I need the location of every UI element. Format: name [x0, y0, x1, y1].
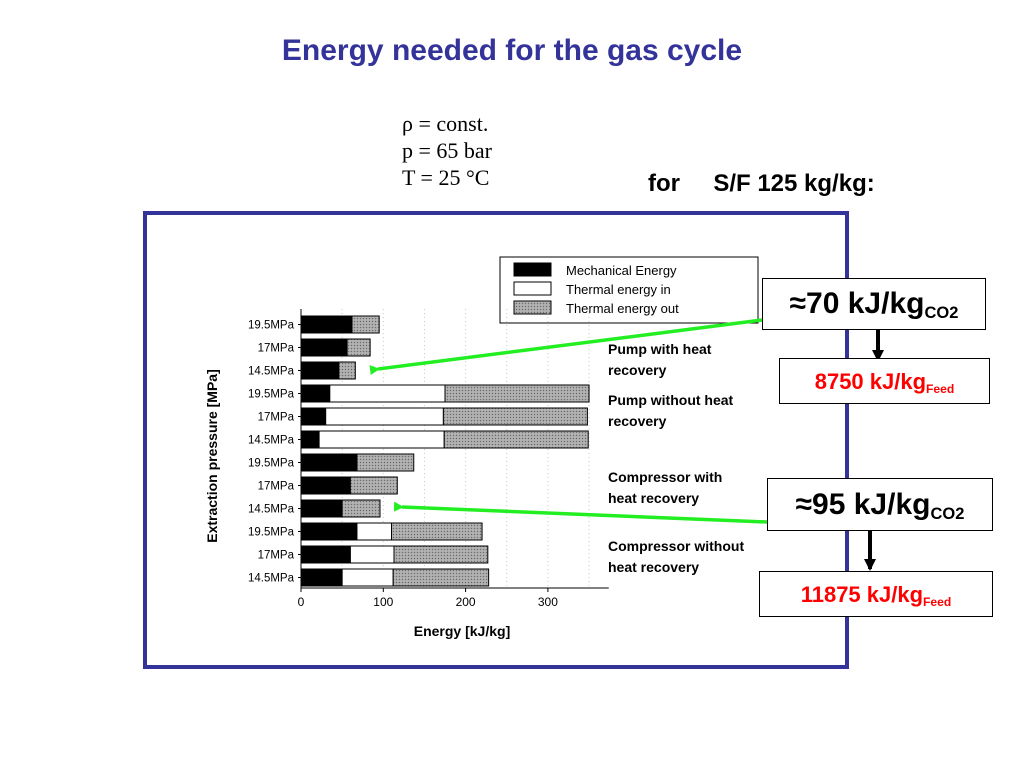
- bar-segment: [444, 384, 590, 403]
- bar-segment: [338, 361, 356, 380]
- green-arrow-pump: [369, 318, 763, 375]
- green-arrow-compressor: [393, 501, 768, 524]
- group-label-comp-with: Compressor with heat recovery: [608, 469, 726, 506]
- bar-segment: [346, 338, 371, 357]
- condition-pressure: p = 65 bar: [402, 138, 492, 163]
- approx-symbol: ≈: [789, 287, 807, 320]
- y-tick-label: 17MPa: [258, 343, 295, 355]
- group-label-pump-without-line2: recovery: [608, 413, 667, 429]
- group-label-pump-without: Pump without heat recovery: [608, 392, 737, 429]
- bar-segment: [300, 407, 327, 426]
- bar-segment: [300, 384, 331, 403]
- x-tick-label: 200: [456, 595, 476, 609]
- group-label-pump-with-line1: Pump with heat: [608, 341, 712, 357]
- y-tick-label: 14.5MPa: [248, 435, 295, 447]
- callout-comp-co2-sub: CO2: [930, 504, 965, 523]
- bar-segment: [349, 545, 395, 564]
- bar-segment: [300, 361, 340, 380]
- bar-segment: [392, 568, 490, 587]
- bar-segment: [300, 499, 343, 518]
- plot-area: 0 100 200 300 19.5MPa 17MPa 14.5MPa 19.5MPa 17MP…: [248, 309, 609, 609]
- group-label-comp-without-line2: heat recovery: [608, 559, 699, 575]
- group-label-pump-with: Pump with heat recovery: [608, 341, 715, 378]
- bar-segment: [442, 407, 588, 426]
- bar-segment: [300, 338, 348, 357]
- bar-segment: [329, 384, 446, 403]
- bar-segment: [300, 476, 351, 495]
- bar-segment: [300, 315, 353, 334]
- callout-pump-co2-value: 70 kJ/kg: [806, 287, 925, 320]
- group-label-comp-without: Compressor without heat recovery: [608, 538, 748, 575]
- condition-density: ρ = const.: [402, 111, 489, 136]
- chart-legend: Mechanical Energy Thermal energy in Ther…: [499, 256, 759, 324]
- bar-segment: [391, 522, 483, 541]
- legend-label-thermal-out: Thermal energy out: [566, 301, 679, 316]
- y-tick-label: 19.5MPa: [248, 527, 295, 539]
- bar-segment: [443, 430, 589, 449]
- y-tick-label: 19.5MPa: [248, 389, 295, 401]
- x-tick-label: 0: [298, 595, 305, 609]
- approx-symbol: ≈: [795, 488, 813, 521]
- callout-comp-feed: 11875 kJ/kgFeed: [759, 571, 993, 617]
- bar-segment: [341, 568, 394, 587]
- callout-comp-co2: ≈95 kJ/kgCO2: [767, 478, 993, 531]
- bar-segment: [300, 568, 343, 587]
- conditions-block: ρ = const. p = 65 bar T = 25 °C: [402, 110, 492, 191]
- callout-pump-co2-sub: CO2: [924, 303, 959, 322]
- y-axis-label: Extraction pressure [MPa]: [204, 369, 220, 543]
- legend-swatch-thermal-in: [513, 281, 552, 296]
- bar-segment: [300, 430, 320, 449]
- callout-comp-feed-sub: Feed: [923, 594, 952, 609]
- group-label-comp-without-line1: Compressor without: [608, 538, 744, 554]
- chart-frame: [143, 211, 849, 669]
- condition-temperature: T = 25 °C: [402, 165, 490, 190]
- callout-comp-feed-value: 11875 kJ/kg: [800, 582, 924, 607]
- bar-segment: [349, 476, 398, 495]
- callout-pump-feed-sub: Feed: [926, 381, 955, 396]
- group-label-pump-without-line1: Pump without heat: [608, 392, 734, 408]
- for-ratio-label: for S/F 125 kg/kg:: [648, 170, 875, 197]
- bar-segment: [300, 522, 358, 541]
- group-label-comp-with-line2: heat recovery: [608, 490, 699, 506]
- callout-pump-co2: ≈70 kJ/kgCO2: [762, 278, 986, 330]
- bar-segment: [325, 407, 444, 426]
- legend-label-thermal-in: Thermal energy in: [566, 282, 671, 297]
- bar-segment: [393, 545, 489, 564]
- bar-segment: [300, 453, 358, 472]
- y-tick-label: 14.5MPa: [248, 573, 295, 585]
- x-axis-label: Energy [kJ/kg]: [414, 623, 510, 639]
- group-label-pump-with-line2: recovery: [608, 362, 667, 378]
- legend-label-mechanical: Mechanical Energy: [566, 263, 677, 278]
- slide-title: Energy needed for the gas cycle: [281, 34, 743, 67]
- y-tick-label: 14.5MPa: [248, 366, 295, 378]
- x-tick-label: 100: [373, 595, 393, 609]
- bar-segment: [356, 522, 393, 541]
- bar-segment: [356, 453, 415, 472]
- y-tick-label: 17MPa: [258, 412, 295, 424]
- bar-segment: [300, 545, 351, 564]
- group-label-comp-with-line1: Compressor with: [608, 469, 722, 485]
- bar-segment: [351, 315, 380, 334]
- callout-comp-co2-value: 95 kJ/kg: [812, 488, 931, 521]
- y-tick-label: 19.5MPa: [248, 458, 295, 470]
- y-tick-label: 19.5MPa: [248, 320, 295, 332]
- bar-segment: [341, 499, 381, 518]
- callout-pump-feed-value: 8750 kJ/kg: [814, 369, 927, 394]
- legend-swatch-thermal-out: [513, 300, 552, 315]
- x-tick-label: 300: [538, 595, 558, 609]
- y-tick-label: 14.5MPa: [248, 504, 295, 516]
- y-tick-label: 17MPa: [258, 481, 295, 493]
- bar-segment: [318, 430, 445, 449]
- callout-pump-feed: 8750 kJ/kgFeed: [779, 358, 990, 404]
- y-tick-label: 17MPa: [258, 550, 295, 562]
- legend-swatch-mechanical: [513, 262, 552, 277]
